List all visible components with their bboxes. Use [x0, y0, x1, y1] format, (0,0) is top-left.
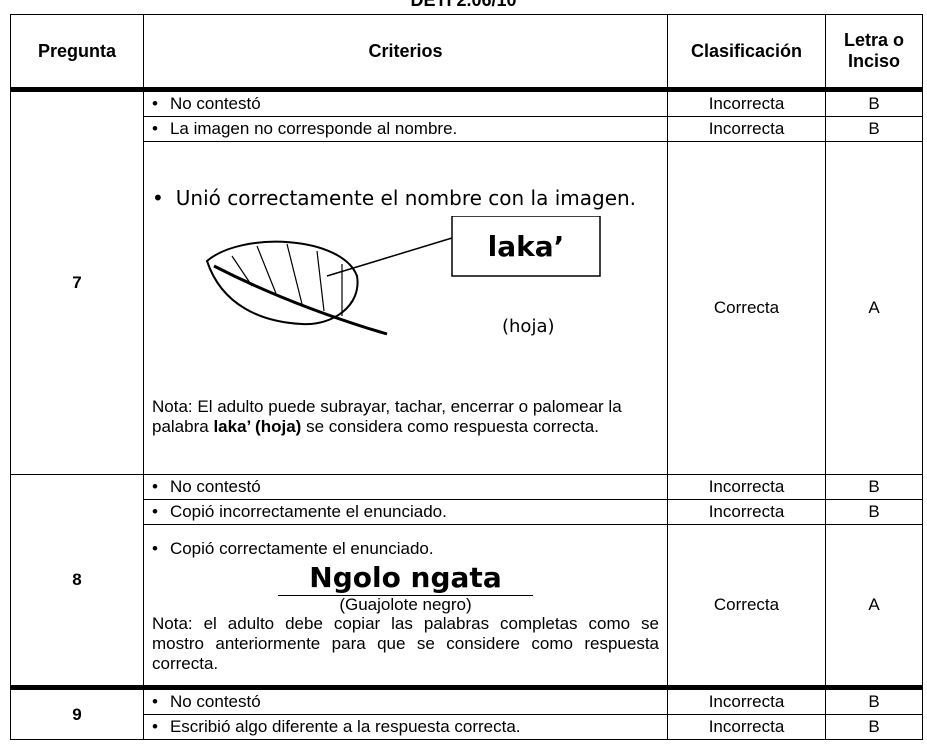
note-text: Nota: El adulto puede subrayar, tachar, …	[152, 396, 622, 436]
note-bold: laka’ (hoja)	[213, 416, 302, 436]
criterion-cell: No contestó	[143, 474, 668, 500]
figure: laka’ (hoja)	[152, 214, 659, 391]
target-word: laka’	[487, 229, 565, 263]
question-number: 7	[10, 89, 144, 475]
criterion-cell: No contestó	[143, 89, 668, 117]
classification: Incorrecta	[667, 474, 826, 500]
criterion: Unió correctamente el nombre con la imag…	[152, 180, 659, 216]
question-number: 8	[10, 474, 144, 688]
criterion-cell: La imagen no corresponde al nombre.	[143, 116, 668, 142]
letter: A	[825, 141, 923, 475]
letter: B	[825, 685, 923, 715]
letter: B	[825, 474, 923, 500]
target-word: Ngolo ngata	[309, 560, 502, 594]
criterion: Copió incorrectamente el enunciado.	[152, 502, 447, 521]
criterion: La imagen no corresponde al nombre.	[152, 119, 457, 138]
column-header: Pregunta	[10, 14, 144, 92]
note: Nota: el adulto debe copiar las palabras…	[152, 613, 659, 673]
column-header: Clasificación	[667, 14, 826, 92]
leaf-illustration	[205, 214, 601, 335]
criterion: Escribió algo diferente a la respuesta c…	[152, 717, 521, 736]
criterion: No contestó	[152, 94, 261, 113]
criterion: Copió correctamente el enunciado.	[152, 537, 659, 561]
note: Nota: El adulto puede subrayar, tachar, …	[152, 397, 659, 437]
note-text: se considera como respuesta correcta.	[306, 416, 599, 436]
criterion-cell: Copió incorrectamente el enunciado.	[143, 499, 668, 525]
column-header: Criterios	[143, 14, 668, 92]
table-row: Unió correctamente el nombre con la imag…	[11, 141, 923, 475]
letter: B	[825, 714, 923, 740]
column-header: Letra o Inciso	[825, 14, 923, 92]
criterion-cell: No contestó	[143, 685, 668, 715]
header-row: Pregunta Criterios Clasificación Letra o In…	[10, 14, 923, 92]
criterion-cell: Unió correctamente el nombre con la imag…	[143, 141, 668, 475]
question-number: 9	[10, 685, 144, 740]
letter: B	[825, 499, 923, 525]
doc-code: DETI 2.06/10	[410, 0, 517, 10]
criterion: No contestó	[152, 692, 261, 711]
criteria-table: Pregunta Criterios Clasificación Letra o In…	[10, 14, 923, 740]
criterion-cell: Copió correctamente el enunciado.Ngolo n…	[143, 524, 668, 688]
classification: Correcta	[667, 141, 826, 475]
table-row: Copió correctamente el enunciado.Ngolo n…	[11, 524, 923, 688]
classification: Incorrecta	[667, 89, 826, 117]
criterion-cell: Escribió algo diferente a la respuesta c…	[143, 714, 668, 740]
classification: Correcta	[667, 524, 826, 688]
letter: B	[825, 89, 923, 117]
classification: Incorrecta	[667, 499, 826, 525]
gloss: (Guajolote negro)	[278, 594, 533, 614]
table-row: Escribió algo diferente a la respuesta c…	[11, 714, 923, 740]
gloss: (hoja)	[502, 315, 555, 337]
letter: B	[825, 116, 923, 142]
classification: Incorrecta	[667, 116, 826, 142]
letter: A	[825, 524, 923, 688]
criterion: No contestó	[152, 477, 261, 496]
table-row: La imagen no corresponde al nombre. Incor…	[11, 116, 923, 142]
table-row: Copió incorrectamente el enunciado. Incor…	[11, 499, 923, 525]
classification: Incorrecta	[667, 685, 826, 715]
classification: Incorrecta	[667, 714, 826, 740]
